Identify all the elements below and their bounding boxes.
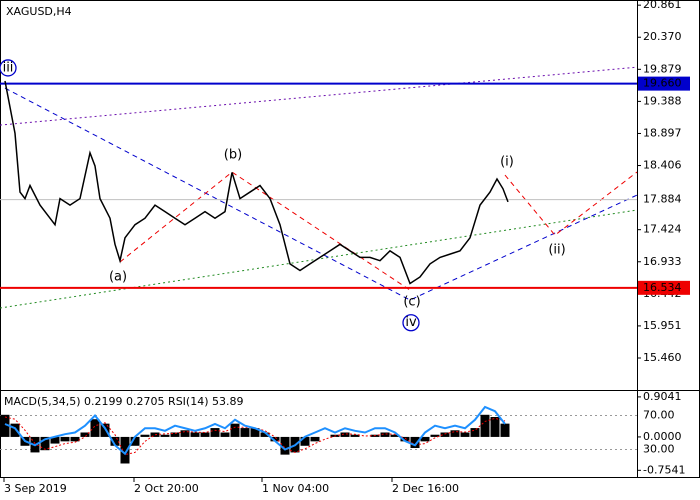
macd-bar — [40, 436, 50, 451]
y2-tick-label: 30.00 — [643, 443, 675, 456]
indicator-header: MACD(5,34,5) 0.2199 0.2705 RSI(14) 53.89 — [4, 395, 244, 408]
macd-bar — [270, 436, 280, 442]
x-tick-label: 2 Dec 16:00 — [392, 482, 459, 495]
y-tick-label: 18.406 — [643, 159, 682, 172]
indicator-value: 53.89 — [212, 395, 244, 408]
level-label: 17.884 — [643, 193, 682, 206]
macd-bar — [420, 436, 430, 442]
macd-bar — [50, 436, 60, 444]
macd-bar — [280, 436, 290, 455]
rsi-line — [4, 405, 506, 456]
level-box — [638, 280, 690, 295]
macd-bar — [310, 436, 320, 442]
macd-bar — [480, 414, 490, 437]
wave-circle — [402, 314, 420, 332]
macd-bar — [440, 432, 450, 437]
wave-label: iv — [405, 315, 417, 330]
macd-bar — [100, 423, 110, 437]
trend-line — [119, 171, 411, 291]
macd-bar — [390, 434, 400, 437]
macd-bar — [70, 436, 80, 442]
macd-bar — [250, 428, 260, 437]
y-tick-label: 16.933 — [643, 255, 682, 268]
macd-bar — [500, 423, 510, 437]
y-tick-label: 20.861 — [643, 0, 682, 11]
macd-bar — [460, 432, 470, 437]
level-label: 19.660 — [643, 77, 682, 90]
macd-bar — [130, 436, 140, 446]
macd-bar — [450, 430, 460, 437]
y-tick-label: 15.460 — [643, 351, 682, 364]
macd-bar — [0, 414, 10, 437]
wave-label: (i) — [500, 155, 514, 170]
wave-label: iii — [3, 60, 14, 75]
macd-bar — [230, 423, 240, 437]
y-tick-label: 18.897 — [643, 126, 682, 139]
macd-bar — [200, 432, 210, 437]
indicator-value: 0.2199 — [84, 395, 123, 408]
indicator-value: MACD(5,34,5) — [4, 395, 81, 408]
wave-label: (a) — [109, 269, 127, 284]
level-box — [638, 192, 690, 207]
y2-tick-label: 70.00 — [643, 409, 675, 422]
macd-bar — [170, 432, 180, 437]
wave-label: (b) — [224, 147, 242, 162]
wave-circle — [0, 59, 17, 77]
y-tick-label: 0.9041 — [643, 390, 682, 403]
macd-bar — [380, 432, 390, 437]
macd-bar — [400, 436, 410, 442]
wave-label: (c) — [403, 294, 420, 309]
macd-bar — [300, 436, 310, 446]
y-tick-label: 15.951 — [643, 319, 682, 332]
macd-bar — [220, 432, 230, 437]
y-tick-label: -0.7541 — [643, 463, 685, 476]
macd-bar — [210, 428, 220, 437]
y-tick-label: 19.879 — [643, 62, 682, 75]
level-box — [638, 76, 690, 91]
macd-bar — [110, 436, 120, 446]
macd-bar — [350, 434, 360, 437]
price-line — [4, 80, 509, 285]
macd-bar — [160, 434, 170, 437]
macd-bar — [190, 432, 200, 437]
macd-bar — [340, 432, 350, 437]
macd-bar — [90, 419, 100, 437]
indicator-value: 0.2705 — [126, 395, 165, 408]
y-tick-label: 19.388 — [643, 94, 682, 107]
level-label: 16.534 — [643, 281, 682, 294]
macd-bar — [410, 436, 420, 448]
macd-bar — [490, 417, 500, 437]
macd-bar — [180, 430, 190, 437]
trend-line — [504, 171, 638, 236]
macd-bar — [430, 434, 440, 437]
macd-bar — [140, 434, 150, 437]
y-tick-label: 20.370 — [643, 30, 682, 43]
chart-title: XAGUSD,H4 — [6, 5, 72, 18]
macd-bar — [80, 432, 90, 437]
y-tick-label: 17.424 — [643, 223, 682, 236]
wave-label: (ii) — [548, 243, 565, 258]
x-tick-label: 2 Oct 20:00 — [134, 482, 199, 495]
macd-bar — [260, 432, 270, 437]
macd-bar — [60, 436, 70, 442]
trend-line — [4, 87, 638, 301]
x-tick-label: 3 Sep 2019 — [4, 482, 67, 495]
macd-bar — [120, 436, 130, 464]
macd-bar — [10, 423, 20, 437]
y-tick-label: 0.0000 — [643, 430, 682, 443]
macd-bar — [470, 428, 480, 437]
x-tick-label: 1 Nov 04:00 — [262, 482, 329, 495]
macd-bar — [240, 428, 250, 437]
macd-bar — [150, 432, 160, 437]
indicator-value: RSI(14) — [168, 395, 208, 408]
trend-line — [0, 66, 638, 126]
